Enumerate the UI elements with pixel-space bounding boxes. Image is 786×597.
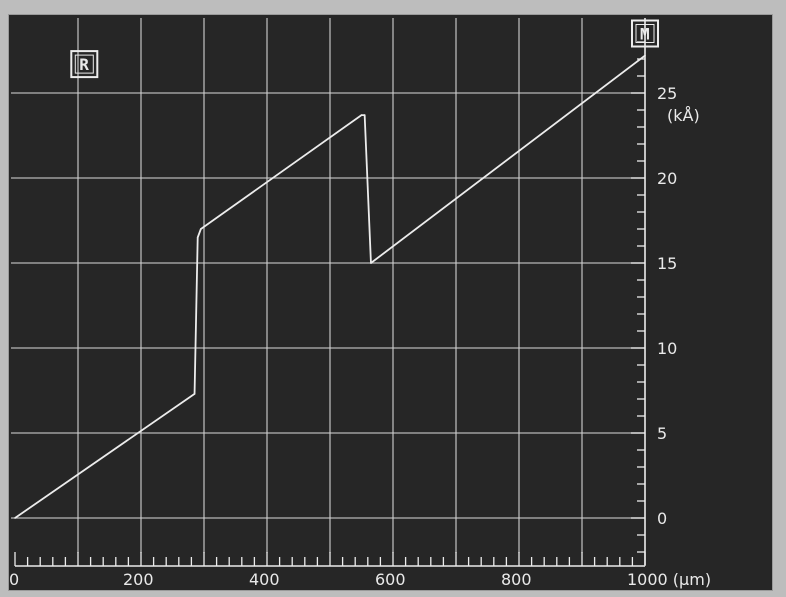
marker-box (70, 50, 99, 79)
data-point (363, 114, 366, 116)
markers: RM (70, 19, 659, 79)
data-point (370, 262, 372, 264)
grid-lines (11, 18, 645, 553)
x-tick-label: 0 (9, 570, 19, 589)
series-line (14, 54, 646, 519)
series (14, 54, 646, 519)
data-point (200, 228, 202, 230)
y-tick-label: 25 (657, 84, 677, 103)
marker-m: M (631, 19, 659, 48)
marker-label: R (79, 55, 89, 74)
x-tick-label: 400 (249, 570, 280, 589)
data-point (14, 517, 16, 519)
marker-box (631, 19, 659, 48)
y-axis: 0 5 10 15 20 25 (kÅ) (631, 18, 700, 565)
marker-label: M (640, 25, 650, 44)
data-point (193, 393, 196, 395)
x-tick-label: 600 (375, 570, 406, 589)
x-tick-label: 800 (501, 570, 532, 589)
marker-r: R (70, 50, 99, 79)
x-tick-label: 200 (123, 570, 154, 589)
marker-inner-box (74, 54, 94, 74)
x-axis: 0 200 400 600 800 1000 (µm) (9, 552, 711, 589)
y-tick-label: 0 (657, 509, 667, 528)
marker-inner-box (635, 24, 655, 43)
y-tick-label: 15 (657, 254, 677, 273)
y-tick-label: 20 (657, 169, 677, 188)
data-point (360, 114, 363, 116)
data-point (644, 54, 646, 57)
y-tick-label: 10 (657, 339, 677, 358)
y-tick-label: 5 (657, 424, 667, 443)
y-unit-label: (kÅ) (667, 106, 700, 125)
x-tick-label: 1000 (µm) (627, 570, 711, 589)
data-point (196, 236, 199, 239)
